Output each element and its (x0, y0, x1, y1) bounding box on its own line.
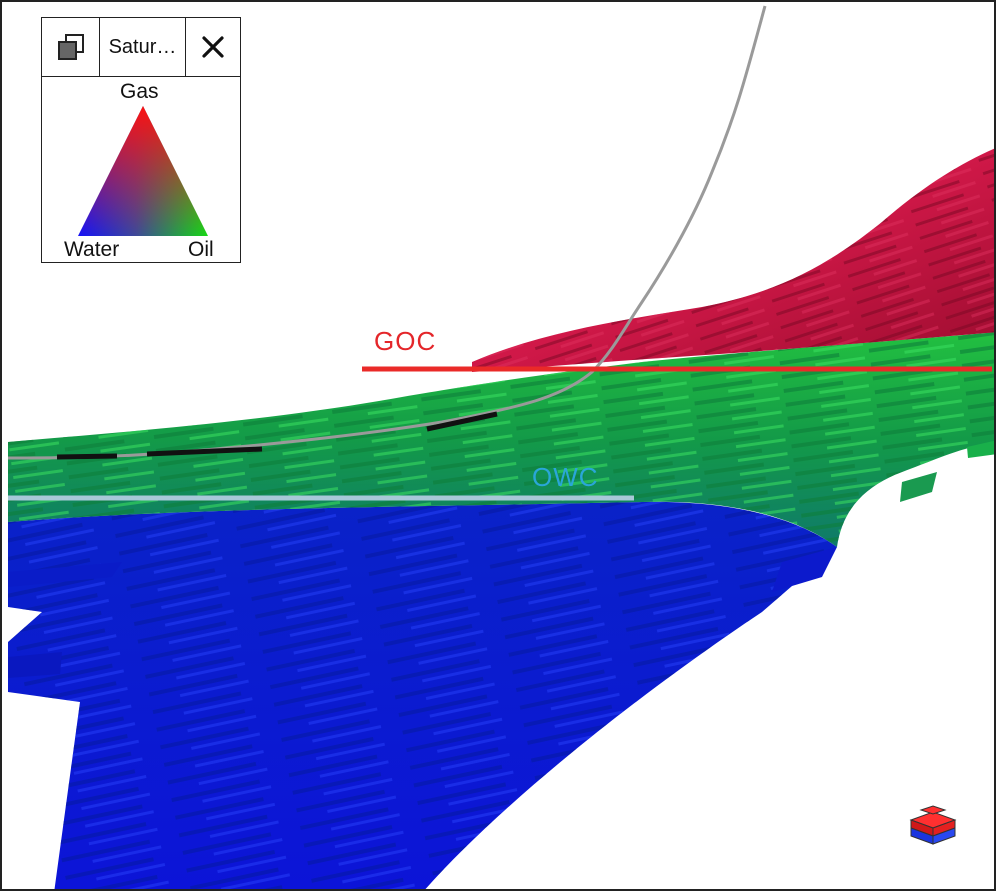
well-perforations (56, 411, 498, 460)
owc-label: OWC (532, 462, 599, 492)
goc-label: GOC (374, 326, 437, 356)
oil-zone (8, 332, 994, 547)
close-icon (202, 36, 224, 58)
oil-corner-label: Oil (188, 238, 214, 261)
legend-title[interactable]: Satur… (100, 18, 186, 76)
orientation-cube-icon[interactable] (907, 804, 959, 848)
saturation-legend-window[interactable]: Satur… Gas (41, 17, 241, 263)
water-zone (8, 501, 837, 889)
gas-corner-label: Gas (120, 80, 159, 103)
detach-window-button[interactable] (42, 18, 100, 76)
legend-header: Satur… (42, 18, 240, 77)
gas-zone (472, 148, 994, 372)
water-corner-label: Water (64, 238, 120, 261)
ternary-color-triangle (78, 106, 208, 236)
detach-window-icon (57, 34, 84, 60)
close-button[interactable] (186, 18, 240, 76)
